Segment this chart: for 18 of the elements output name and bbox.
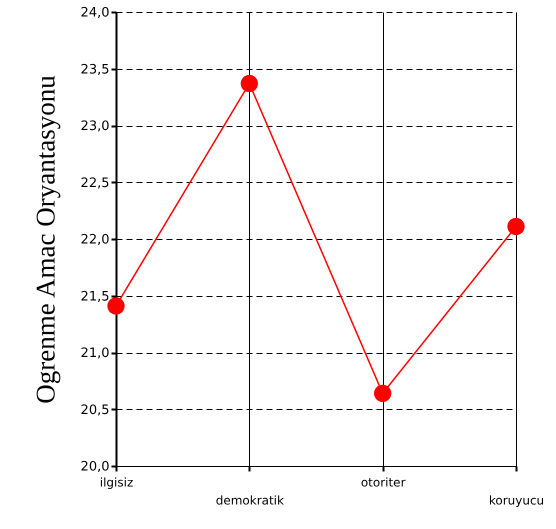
- y-tick-label: 23,0: [80, 119, 110, 134]
- y-tick-label: 24,0: [80, 6, 110, 20]
- point: [240, 74, 258, 92]
- point: [107, 297, 125, 315]
- y-tick-label: 21,5: [80, 289, 110, 304]
- y-tick-label: 22,5: [80, 176, 110, 191]
- y-tick-label: 22,0: [80, 232, 110, 248]
- y-tick-label: 21,0: [80, 346, 110, 361]
- y-tick-label: 23,5: [80, 62, 110, 78]
- x-tick-label: ilgisiz: [100, 476, 134, 490]
- point: [507, 218, 525, 236]
- x-tick-label: demokratik: [216, 494, 284, 508]
- y-axis-title: Ogrenme Amac Oryantasyonu: [30, 74, 61, 404]
- point: [374, 384, 392, 402]
- x-tick-label: otoriter: [360, 476, 406, 490]
- y-tick-label: 20,5: [80, 402, 110, 418]
- y-tick-label: 20,0: [80, 460, 110, 474]
- x-tick-label: koruyucu: [488, 494, 544, 508]
